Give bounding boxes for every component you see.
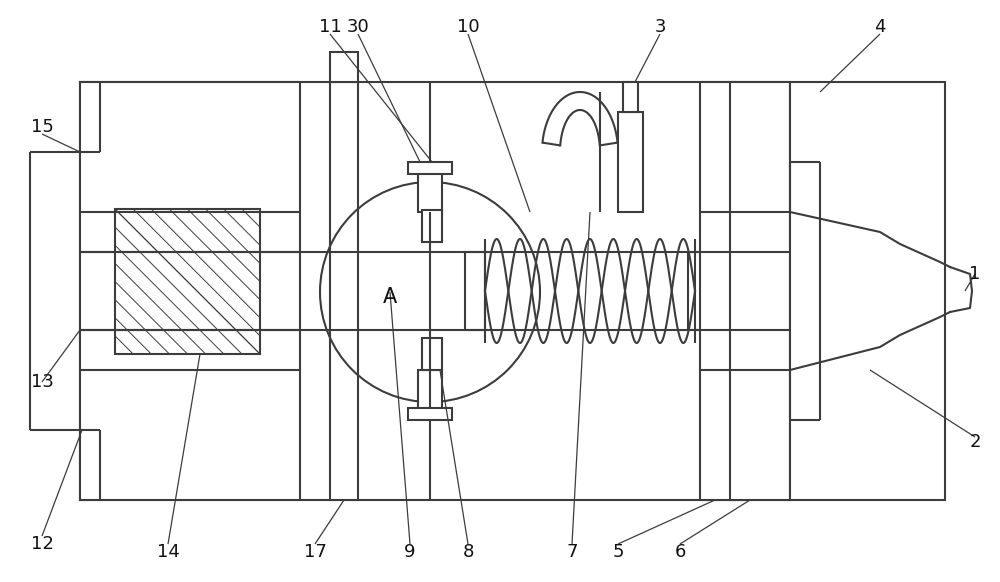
Bar — [422, 210, 442, 242]
Bar — [330, 82, 358, 500]
Text: 12: 12 — [31, 535, 53, 553]
Text: 7: 7 — [566, 543, 578, 561]
Text: 11: 11 — [319, 18, 341, 36]
Text: 15: 15 — [31, 118, 53, 136]
Text: 2: 2 — [969, 433, 981, 451]
Text: 5: 5 — [612, 543, 624, 561]
Text: 30: 30 — [347, 18, 369, 36]
Bar — [80, 82, 790, 500]
Bar — [408, 162, 452, 174]
Text: 9: 9 — [404, 543, 416, 561]
Bar — [700, 82, 735, 500]
Bar — [790, 82, 945, 500]
Bar — [422, 338, 442, 370]
Bar — [408, 408, 452, 420]
Text: 13: 13 — [31, 373, 53, 391]
Text: 17: 17 — [304, 543, 326, 561]
Bar — [688, 252, 708, 330]
Text: 1: 1 — [969, 265, 981, 283]
Text: 6: 6 — [674, 543, 686, 561]
Text: 14: 14 — [157, 543, 179, 561]
Text: 3: 3 — [654, 18, 666, 36]
Bar — [80, 82, 300, 500]
Bar — [623, 82, 638, 112]
Bar — [465, 252, 485, 330]
Bar — [418, 370, 442, 410]
Bar — [330, 52, 358, 82]
Bar — [115, 209, 260, 354]
Bar — [618, 112, 643, 212]
Text: 4: 4 — [874, 18, 886, 36]
Text: 10: 10 — [457, 18, 479, 36]
Bar — [730, 82, 790, 500]
Text: A: A — [383, 287, 397, 307]
Text: 8: 8 — [462, 543, 474, 561]
Bar — [418, 172, 442, 212]
